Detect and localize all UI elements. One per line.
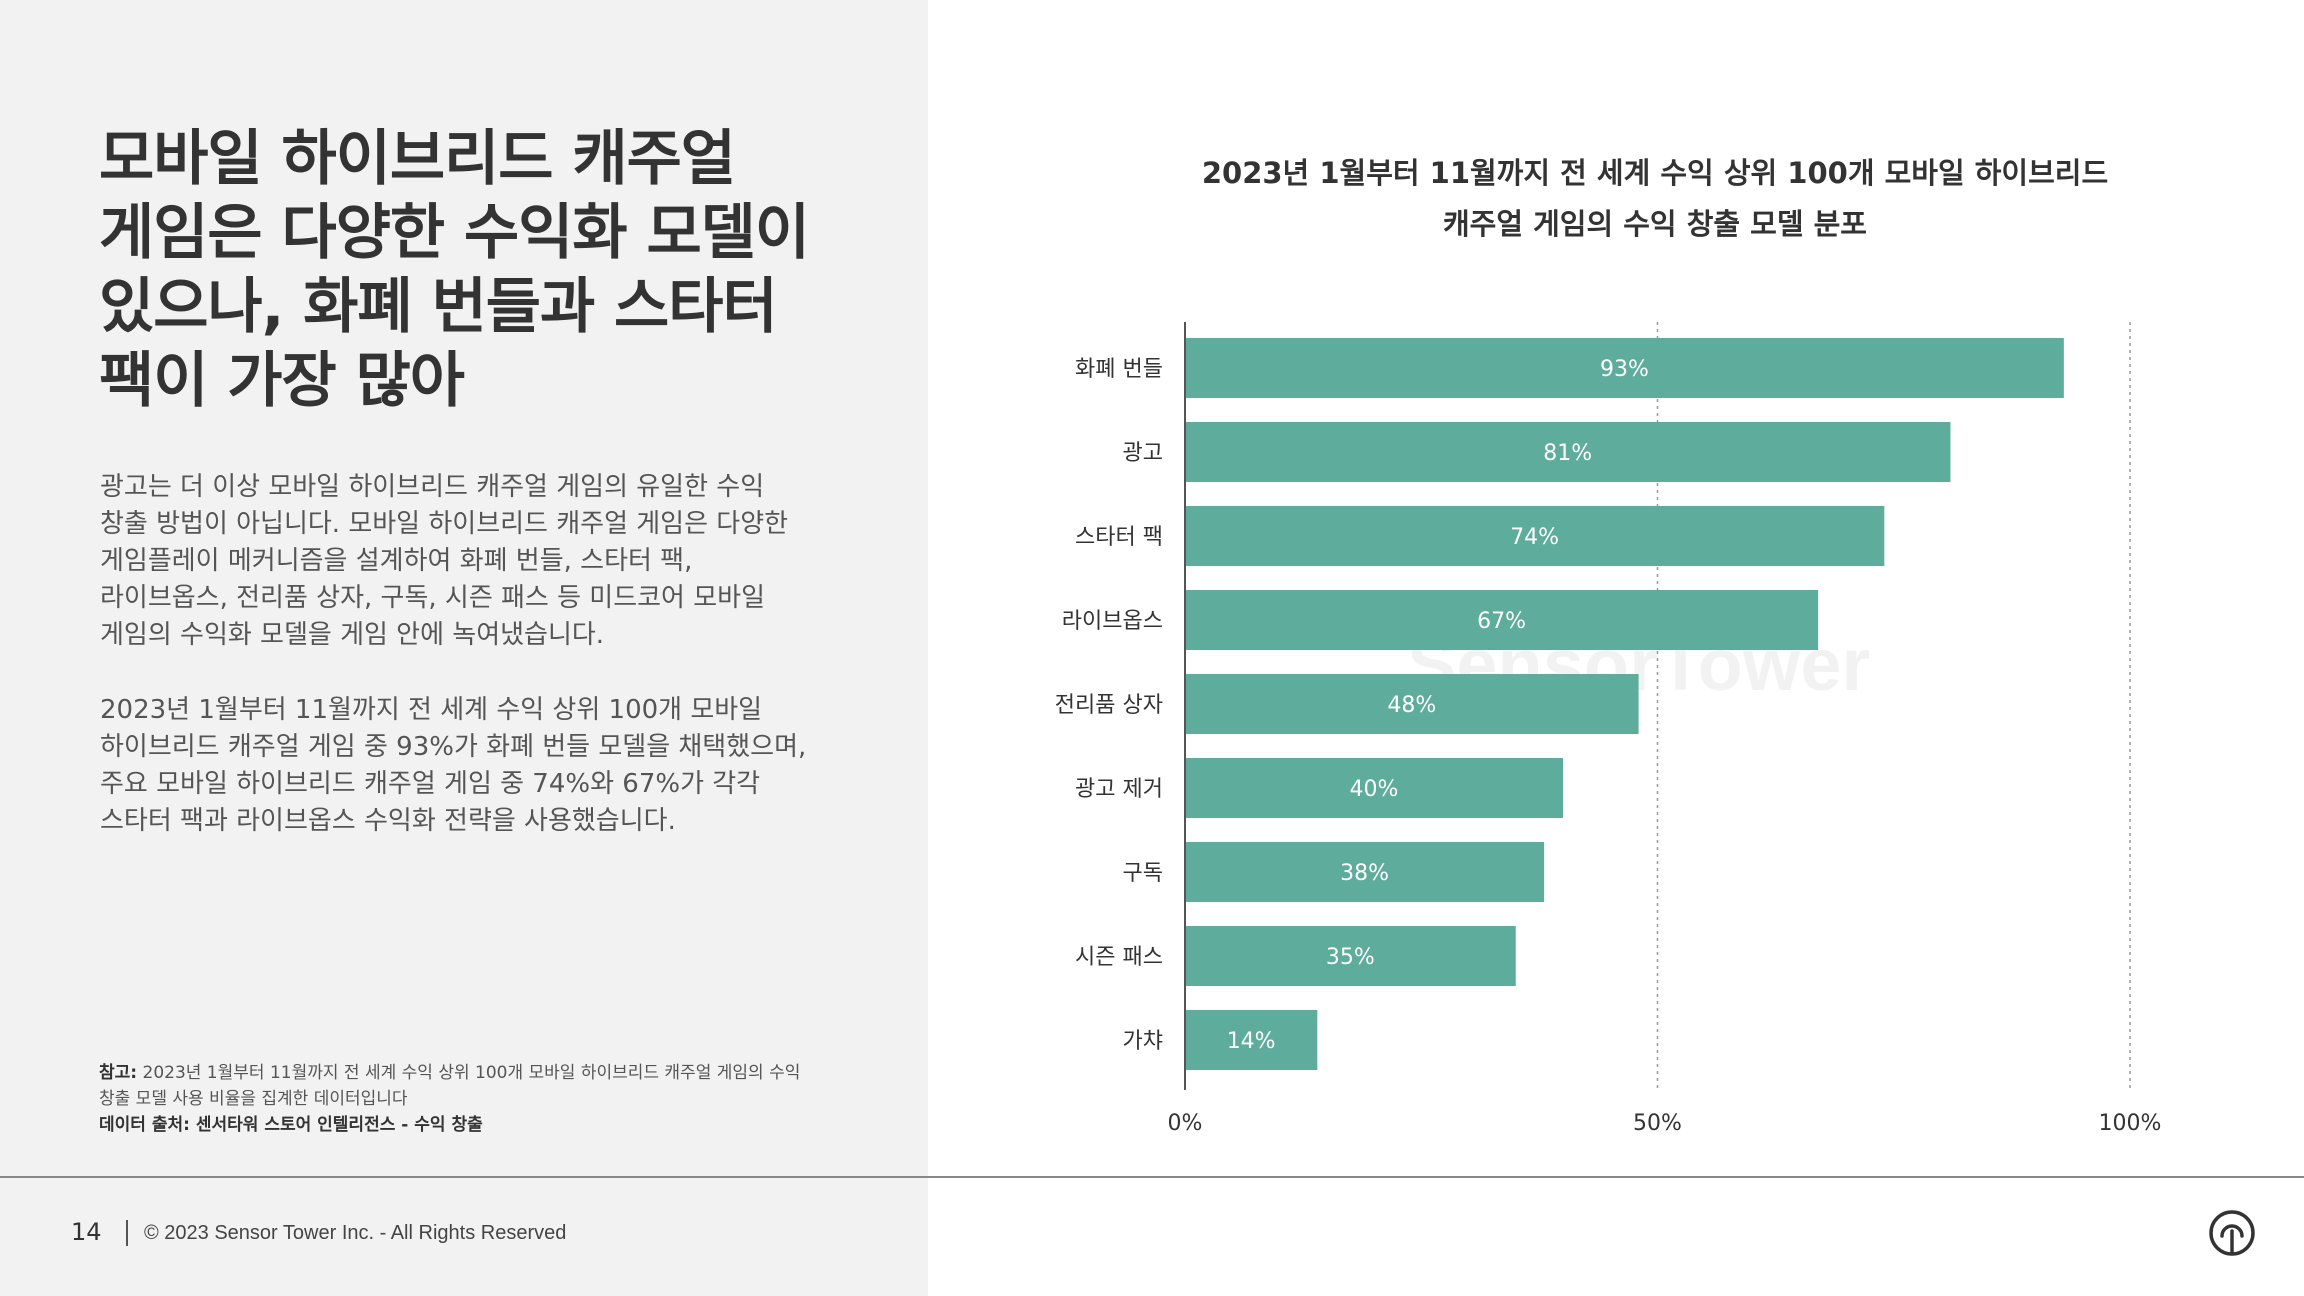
- category-label: 전리품 상자: [1055, 693, 1163, 718]
- value-label: 40%: [1350, 777, 1399, 802]
- category-label: 화폐 번들: [1075, 357, 1163, 382]
- bar-3: [1185, 590, 1819, 650]
- value-label: 93%: [1600, 357, 1649, 382]
- value-label: 14%: [1227, 1029, 1276, 1054]
- category-label: 시즌 패스: [1075, 945, 1163, 970]
- x-tick-label: 50%: [1633, 1111, 1682, 1136]
- value-label: 67%: [1477, 609, 1526, 634]
- category-label: 광고: [1123, 441, 1163, 466]
- x-tick-label: 100%: [2099, 1111, 2162, 1136]
- value-label: 38%: [1340, 861, 1389, 886]
- bar-7: [1185, 926, 1516, 986]
- category-label: 광고 제거: [1075, 777, 1163, 802]
- category-label: 가챠: [1123, 1029, 1163, 1054]
- data-source: 데이터 출처: 센서타워 스토어 인텔리전스 - 수익 창출: [99, 1115, 483, 1135]
- chart-title-line-1: 2023년 1월부터 11월까지 전 세계 수익 상위 100개 모바일 하이브…: [1201, 156, 2109, 190]
- copyright-text: © 2023 Sensor Tower Inc. - All Rights Re…: [144, 1222, 567, 1244]
- chart-title: 2023년 1월부터 11월까지 전 세계 수익 상위 100개 모바일 하이브…: [1140, 148, 2170, 250]
- bar-0: [1185, 338, 2064, 398]
- bar-2: [1185, 506, 1885, 566]
- value-label: 74%: [1510, 525, 1559, 550]
- value-label: 48%: [1387, 693, 1436, 718]
- footnote: 참고: 2023년 1월부터 11월까지 전 세계 수익 상위 100개 모바일…: [99, 1060, 819, 1138]
- bar-4: [1185, 674, 1639, 734]
- sensortower-logo-icon: [2209, 1210, 2255, 1256]
- bar-1: [1185, 422, 1951, 482]
- page-number: 14: [71, 1218, 102, 1246]
- left-panel: [0, 0, 928, 1296]
- bar-5: [1185, 758, 1563, 818]
- body-paragraph-2: 2023년 1월부터 11월까지 전 세계 수익 상위 100개 모바일 하이브…: [100, 695, 807, 836]
- bar-6: [1185, 842, 1545, 902]
- x-tick-label: 0%: [1168, 1111, 1203, 1136]
- bar-8: [1185, 1010, 1318, 1070]
- chart-title-line-2: 캐주얼 게임의 수익 창출 모델 분포: [1442, 207, 1867, 241]
- footer-divider: [0, 1176, 2304, 1178]
- value-label: 35%: [1326, 945, 1375, 970]
- category-label: 스타터 팩: [1075, 525, 1163, 550]
- value-label: 81%: [1543, 441, 1592, 466]
- note-text: 2023년 1월부터 11월까지 전 세계 수익 상위 100개 모바일 하이브…: [99, 1063, 801, 1109]
- category-label: 라이브옵스: [1062, 609, 1163, 634]
- page-headline: 모바일 하이브리드 캐주얼 게임은 다양한 수익화 모델이 있으나, 화폐 번들…: [99, 124, 810, 416]
- body-paragraph-1: 광고는 더 이상 모바일 하이브리드 캐주얼 게임의 유일한 수익 창출 방법이…: [100, 472, 789, 650]
- note-label: 참고:: [99, 1063, 138, 1083]
- category-label: 구독: [1123, 861, 1163, 886]
- footer-separator: [126, 1220, 128, 1246]
